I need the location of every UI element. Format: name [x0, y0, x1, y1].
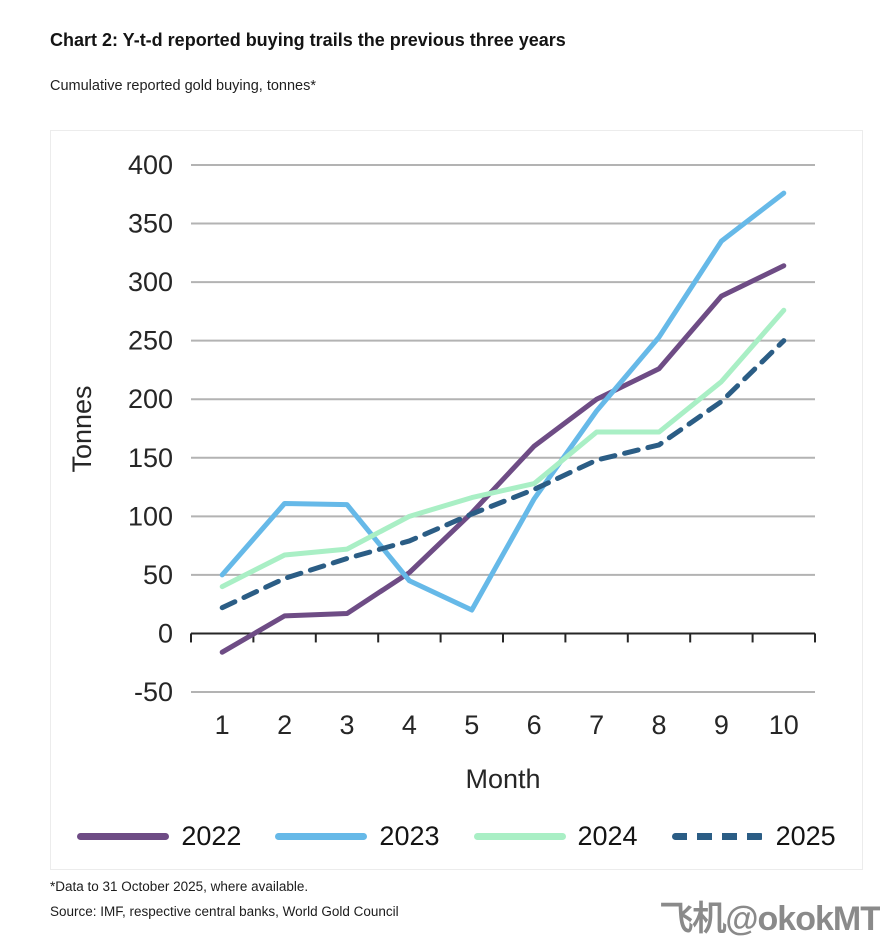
chart-svg: 400 350 300 250 200 150 100 50 0 -50 1 2 3 4 5 6 7 8 9 10 To… [67, 150, 816, 794]
legend-label-2023: 2023 [379, 820, 440, 851]
legend-item-2023: 2023 [275, 820, 440, 852]
series-line-2024 [219, 307, 787, 590]
watermark: 飞机@okokMT [659, 900, 880, 938]
y-tick-label--50: -50 [134, 677, 173, 707]
x-tick-label-9: 9 [714, 710, 729, 740]
x-axis-title: Month [465, 764, 540, 794]
chart-title: Chart 2: Y-t-d reported buying trails th… [50, 30, 566, 50]
legend-item-2025: 2025 [671, 820, 836, 852]
legend-label-2024: 2024 [577, 820, 638, 851]
legend-item-2024: 2024 [473, 820, 638, 852]
x-tick-label-8: 8 [651, 710, 666, 740]
y-axis-title: Tonnes [67, 385, 97, 472]
x-tick-label-10: 10 [769, 710, 799, 740]
y-tick-label-350: 350 [128, 209, 173, 239]
footnote-source: Source: IMF, respective central banks, W… [50, 904, 399, 919]
y-tick-label-150: 150 [128, 443, 173, 473]
y-tick-label-0: 0 [158, 618, 173, 648]
x-tick-label-7: 7 [589, 710, 604, 740]
x-tick-label-5: 5 [464, 710, 479, 740]
x-tick-label-2: 2 [277, 710, 292, 740]
y-tick-label-400: 400 [128, 150, 173, 180]
y-tick-label-100: 100 [128, 501, 173, 531]
legend-item-2022: 2022 [77, 821, 241, 852]
series-line-2023 [219, 190, 787, 613]
legend-swatch-2023 [275, 832, 368, 840]
chart-subtitle: Cumulative reported gold buying, tonnes* [50, 78, 316, 94]
legend-label-2022: 2022 [181, 820, 242, 851]
y-tick-label-200: 200 [128, 384, 173, 414]
y-tick-label-50: 50 [143, 560, 173, 590]
y-tick-label-250: 250 [128, 326, 173, 356]
legend-swatch-2025 [671, 832, 764, 840]
chart-card: 400 350 300 250 200 150 100 50 0 -50 1 2 3 4 5 6 7 8 9 10 To… [50, 130, 863, 870]
series-line-2022 [219, 263, 787, 655]
chart-legend: 2022 2023 2024 2025 [51, 819, 862, 853]
y-tick-label-300: 300 [128, 267, 173, 297]
legend-label-2025: 2025 [775, 820, 836, 851]
footnote-data: *Data to 31 October 2025, where availabl… [50, 879, 309, 894]
x-tick-label-6: 6 [527, 710, 542, 740]
x-tick-label-4: 4 [402, 710, 417, 740]
x-tick-label-3: 3 [339, 710, 354, 740]
x-tick-label-1: 1 [215, 710, 230, 740]
legend-swatch-2022 [77, 832, 170, 840]
series-line-2025 [219, 338, 787, 611]
legend-swatch-2024 [473, 832, 566, 840]
